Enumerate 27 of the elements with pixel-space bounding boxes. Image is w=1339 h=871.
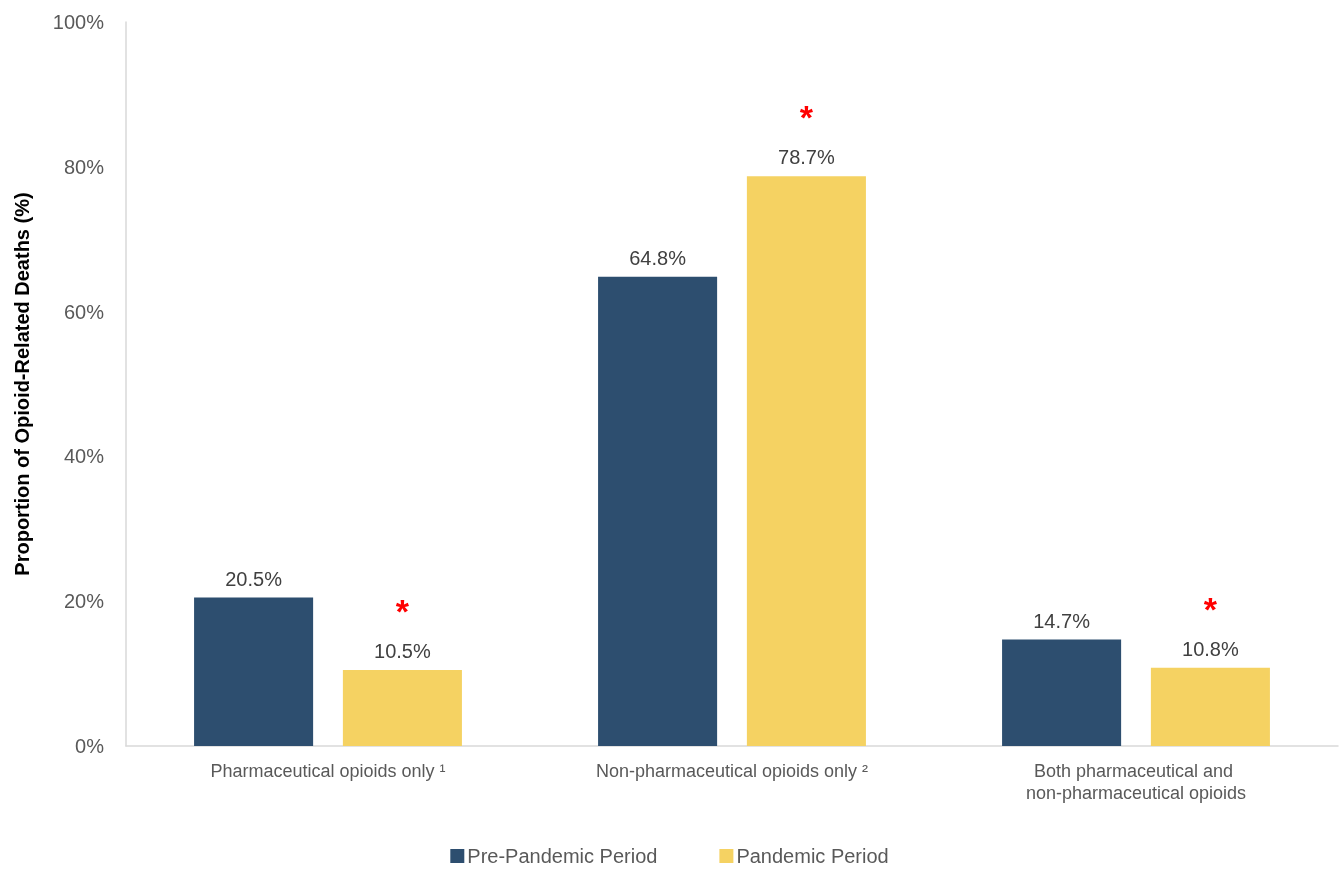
data-label: 14.7% [1033,609,1091,632]
data-label: 10.8% [1182,637,1239,660]
y-tick-label: 20% [63,590,105,613]
x-tick-label: Pharmaceutical opioids only ¹ [210,761,446,781]
x-tick-label: Non-pharmaceutical opioids only ² [595,761,869,781]
annotation: * [395,591,410,630]
data-label: 64.8% [629,246,687,269]
data-label: 10.5% [374,639,431,662]
bar [342,669,462,746]
bar [746,176,866,746]
bar [1002,639,1122,746]
y-tick-label: 0% [75,735,105,757]
y-tick-label: 80% [63,155,105,178]
y-tick-label: 40% [63,445,105,468]
legend-label: Pre-Pandemic Period [467,845,658,867]
annotation: * [799,98,814,137]
data-label: 20.5% [225,567,283,590]
x-tick-label: Both pharmaceutical and non-pharmaceutical opioids [1025,761,1247,803]
legend-label: Pandemic Period [736,845,889,867]
y-tick-label: 100% [52,11,105,33]
data-label: 78.7% [778,146,835,169]
annotation: * [1203,589,1218,628]
bar [598,276,718,746]
bar [194,597,314,746]
y-axis-title: Proportion of Opioid-Related Deaths (%) [11,192,33,576]
bar [1150,667,1270,746]
y-tick-label: 60% [63,300,105,323]
